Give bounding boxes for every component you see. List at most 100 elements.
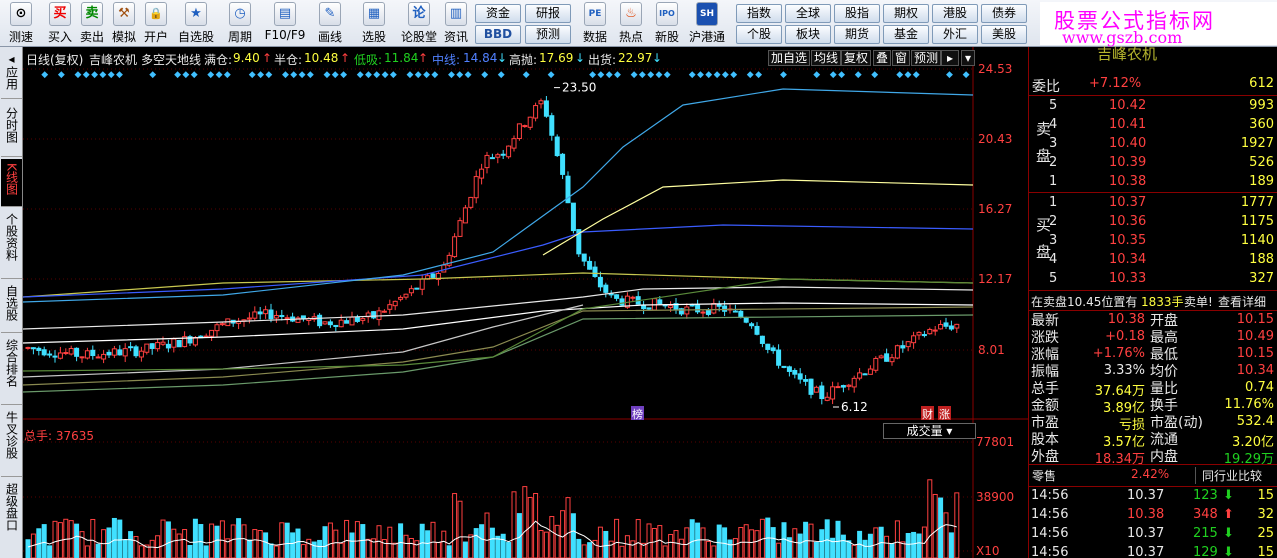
overlay-button[interactable]: 叠: [873, 50, 892, 66]
options-button[interactable]: 期权: [883, 4, 929, 23]
forecast-chart-button[interactable]: 预测: [911, 50, 942, 66]
volume-bar: [840, 534, 846, 558]
forum-button[interactable]: 论 论股堂: [398, 2, 440, 45]
volume-bar: [824, 519, 830, 558]
forecast-button[interactable]: 预测: [525, 25, 571, 44]
compare-industry-button[interactable]: 同行业比较: [1195, 467, 1262, 484]
ipo-button[interactable]: IPO 新股: [650, 2, 684, 45]
draw-line-button[interactable]: ✎ 画线: [310, 2, 350, 45]
tab-intraday[interactable]: 分时图: [1, 101, 22, 157]
data-button[interactable]: PE 数据: [578, 2, 612, 45]
sell-button[interactable]: 卖 卖出: [76, 2, 108, 45]
funds-button[interactable]: 基金: [883, 25, 929, 44]
volume-total-label: 总手: 37635: [24, 429, 95, 443]
volume-bar: [403, 534, 409, 558]
candle-body: [878, 355, 884, 359]
candle-body: [749, 323, 755, 327]
volume-bar: [873, 527, 879, 558]
signal-diamond-icon: ◆: [207, 70, 214, 80]
bbd-button[interactable]: BBD: [475, 25, 521, 44]
hk-stocks-button[interactable]: 港股: [932, 4, 978, 23]
volume-indicator-select[interactable]: 成交量 ▾: [883, 423, 976, 439]
volume-bar: [425, 530, 431, 558]
bonds-button[interactable]: 债券: [981, 4, 1027, 23]
volume-bar: [52, 520, 58, 558]
bid-price: 10.36: [1109, 214, 1147, 229]
index-button[interactable]: 指数: [736, 4, 782, 23]
big-order-notice[interactable]: 在卖盘10.45位置有 1833手 卖单! 查看详细: [1031, 295, 1267, 309]
event-badge: [631, 406, 644, 420]
volume-bar: [803, 521, 809, 558]
signal-diamond-icon: ◆: [91, 70, 98, 80]
view-detail-link[interactable]: 查看详细: [1218, 295, 1267, 309]
us-stocks-button[interactable]: 美股: [981, 25, 1027, 44]
hk-connect-button[interactable]: SH 沪港通: [686, 2, 728, 45]
futures-button[interactable]: 期货: [834, 25, 880, 44]
hotspot-button[interactable]: ♨ 热点: [614, 2, 648, 45]
bid-volume: 327: [1249, 271, 1274, 286]
volume-bar: [954, 492, 960, 558]
tab-ranking[interactable]: 综合排名: [1, 335, 22, 405]
signal-diamond-icon: ◆: [290, 70, 297, 80]
global-button[interactable]: 全球: [785, 4, 831, 23]
candle-body: [160, 341, 166, 345]
news-button[interactable]: ▥ 资讯: [440, 2, 472, 45]
kline-chart-panel[interactable]: 24.53 20.43 16.27 12.17 8.01 23.50 6.12 ◆ ◆ ◆ ◆ ◆ ◆ ◆…: [23, 47, 1028, 558]
bid-level: 3: [1049, 233, 1058, 248]
volume-bar: [144, 544, 150, 558]
add-watchlist-button[interactable]: 加自选: [768, 50, 811, 66]
tab-watchlist[interactable]: 自选股: [1, 281, 22, 333]
volume-bar: [948, 532, 954, 558]
sector-row[interactable]: 零售 2.42% 同行业比较: [1032, 467, 1263, 484]
moving-average-button[interactable]: 均线: [811, 50, 842, 66]
volume-bar: [457, 500, 463, 558]
volume-bar: [441, 530, 447, 558]
f10-button[interactable]: ▤ F10/F9: [262, 2, 308, 45]
volume-bar: [435, 542, 441, 558]
volume-bar: [419, 523, 425, 558]
stat-value: 532.4: [1236, 414, 1274, 429]
price-tick-label: 8.01: [978, 343, 1005, 357]
volume-bar: [187, 544, 193, 558]
speed-test-button[interactable]: ⊙ 测速: [3, 2, 39, 45]
tab-kline[interactable]: K线图: [1, 159, 22, 207]
stat-value: 37.64万: [1094, 384, 1145, 399]
sector-button[interactable]: 板块: [785, 25, 831, 44]
tab-apps[interactable]: ◂ 应用: [1, 49, 22, 99]
stock-screen-button[interactable]: ▦ 选股: [354, 2, 394, 45]
stock-index-futures-button[interactable]: 股指: [834, 4, 880, 23]
volume-bar: [263, 532, 269, 558]
bid-price: 10.37: [1109, 195, 1147, 210]
window-button[interactable]: 窗: [892, 50, 911, 66]
band-white-2: [23, 302, 974, 344]
adjust-button[interactable]: 复权: [841, 50, 872, 66]
ask-level-row: 4 10.41 360: [1029, 116, 1277, 135]
tick-count: 25: [1257, 526, 1274, 541]
tick-row: 14:56 10.38 348 32: [1029, 506, 1277, 525]
tab-stock-profile[interactable]: 个股资料: [1, 209, 22, 279]
candle-body: [927, 328, 933, 335]
research-button[interactable]: 研报: [525, 4, 571, 23]
tab-super-orderbook[interactable]: 超级盘口: [4, 483, 19, 531]
volume-bar: [246, 539, 252, 558]
capital-button[interactable]: 资金: [475, 4, 521, 23]
tab-diagnosis[interactable]: 牛叉诊股: [1, 407, 22, 477]
watchlist-button[interactable]: ★ 自选股: [176, 2, 216, 45]
simulate-button[interactable]: ⚒ 模拟: [108, 2, 140, 45]
period-button[interactable]: ◷ 周期: [220, 2, 260, 45]
dropdown-arrow-icon[interactable]: ▾: [961, 50, 975, 66]
single-stock-button[interactable]: 个股: [736, 25, 782, 44]
volume-bar: [182, 529, 188, 558]
open-account-button[interactable]: 🔒 开户: [140, 2, 172, 45]
collapse-arrow-icon[interactable]: ▸: [941, 50, 959, 66]
candle-body: [25, 346, 31, 349]
signal-diamond-icon: ◆: [913, 70, 920, 80]
bid-level: 1: [1049, 195, 1058, 210]
candle-body: [322, 321, 328, 325]
forex-button[interactable]: 外汇: [932, 25, 978, 44]
tick-time: 14:56: [1031, 488, 1069, 503]
low-buy-label: 低吸:: [354, 53, 383, 67]
down-arrow-icon: ⬇: [1223, 526, 1234, 541]
buy-button[interactable]: 买 买入: [44, 2, 76, 45]
